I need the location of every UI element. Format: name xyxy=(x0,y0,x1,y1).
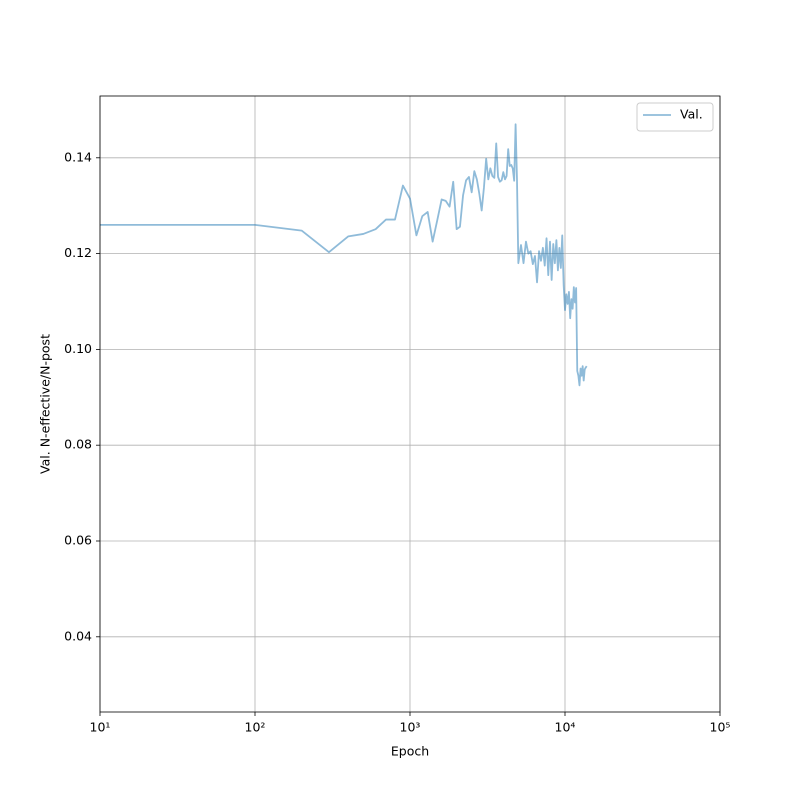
y-tick-label: 0.10 xyxy=(64,341,92,356)
y-tick-label: 0.08 xyxy=(64,437,92,452)
y-tick-label: 0.14 xyxy=(64,149,92,164)
y-tick-label: 0.12 xyxy=(64,245,92,260)
x-tick-label: 10¹ xyxy=(90,720,111,735)
x-tick-label: 10⁵ xyxy=(710,720,731,735)
legend: Val. xyxy=(636,102,714,132)
x-tick-label: 10⁴ xyxy=(555,720,576,735)
x-tick-label: 10² xyxy=(245,720,266,735)
y-tick-label: 0.06 xyxy=(64,532,92,547)
plot-frame xyxy=(99,95,721,713)
legend-label: Val. xyxy=(680,107,703,122)
y-tick-label: 0.04 xyxy=(64,628,92,643)
data-line xyxy=(100,123,588,387)
y-axis-label: Val. N-effective/N-post xyxy=(38,334,53,474)
legend-box xyxy=(636,102,714,132)
x-axis-label: Epoch xyxy=(391,744,429,759)
x-tick-label: 10³ xyxy=(400,720,421,735)
